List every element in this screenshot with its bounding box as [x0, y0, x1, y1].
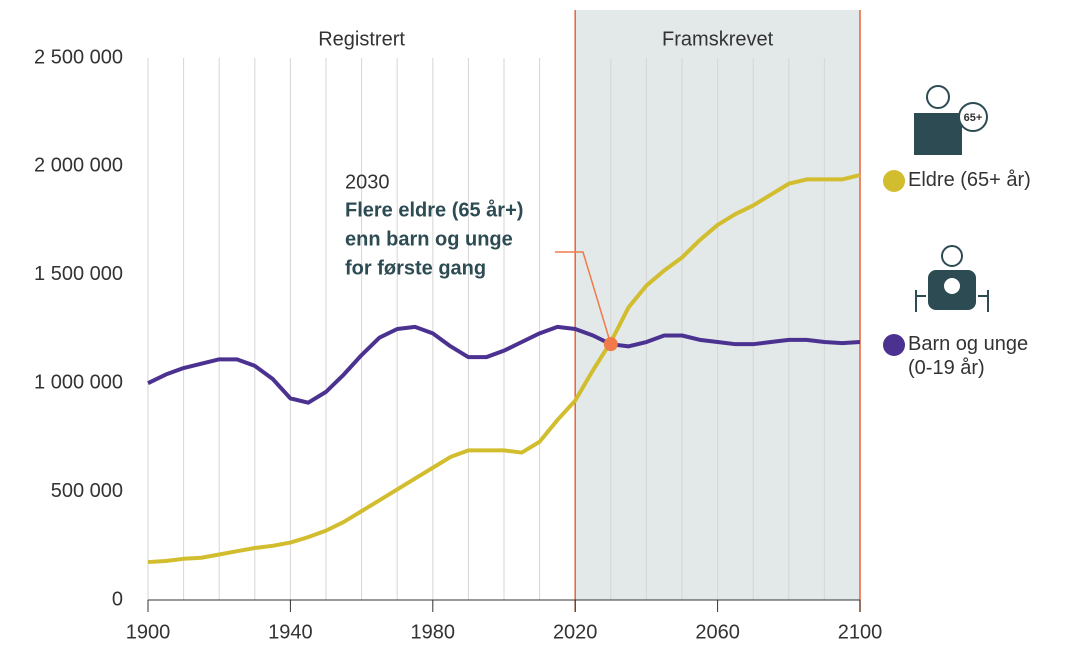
series-line [147, 324, 861, 405]
y-tick-label: 500 000 [51, 480, 123, 502]
annotation-text: Flere eldre (65 år+) [345, 198, 523, 221]
annotation-text: for første gang [345, 257, 486, 279]
y-tick-label: 1 000 000 [34, 371, 123, 393]
x-tick-label: 1940 [268, 621, 313, 643]
y-tick-label: 0 [112, 588, 123, 610]
x-tick-label: 2060 [695, 621, 740, 643]
y-tick-label: 1 500 000 [34, 263, 123, 285]
annotation-text: enn barn og unge [345, 228, 513, 250]
legend-label: Barn og unge (0-19 år) [908, 333, 1029, 379]
period-label: Registrert [318, 28, 405, 50]
x-tick-label: 2020 [553, 621, 598, 643]
y-tick-label: 2 000 000 [34, 155, 123, 177]
x-tick-label: 2100 [838, 621, 883, 643]
legend-swatch [883, 170, 905, 192]
legend-swatch [883, 334, 905, 356]
series-line [147, 173, 861, 565]
period-label: Framskrevet [662, 28, 774, 50]
legend-label: Eldre (65+ år) [908, 169, 1031, 191]
x-tick-label: 1980 [411, 621, 456, 643]
icon-child [915, 245, 989, 312]
x-tick-label: 1900 [126, 621, 171, 643]
icon-elderly: 65+ [914, 85, 988, 155]
annotation-point [603, 337, 618, 352]
y-tick-label: 2 500 000 [34, 46, 123, 68]
svg-text:65+: 65+ [964, 112, 983, 124]
annotation-leader [555, 251, 612, 345]
annotation-year: 2030 [345, 171, 390, 193]
